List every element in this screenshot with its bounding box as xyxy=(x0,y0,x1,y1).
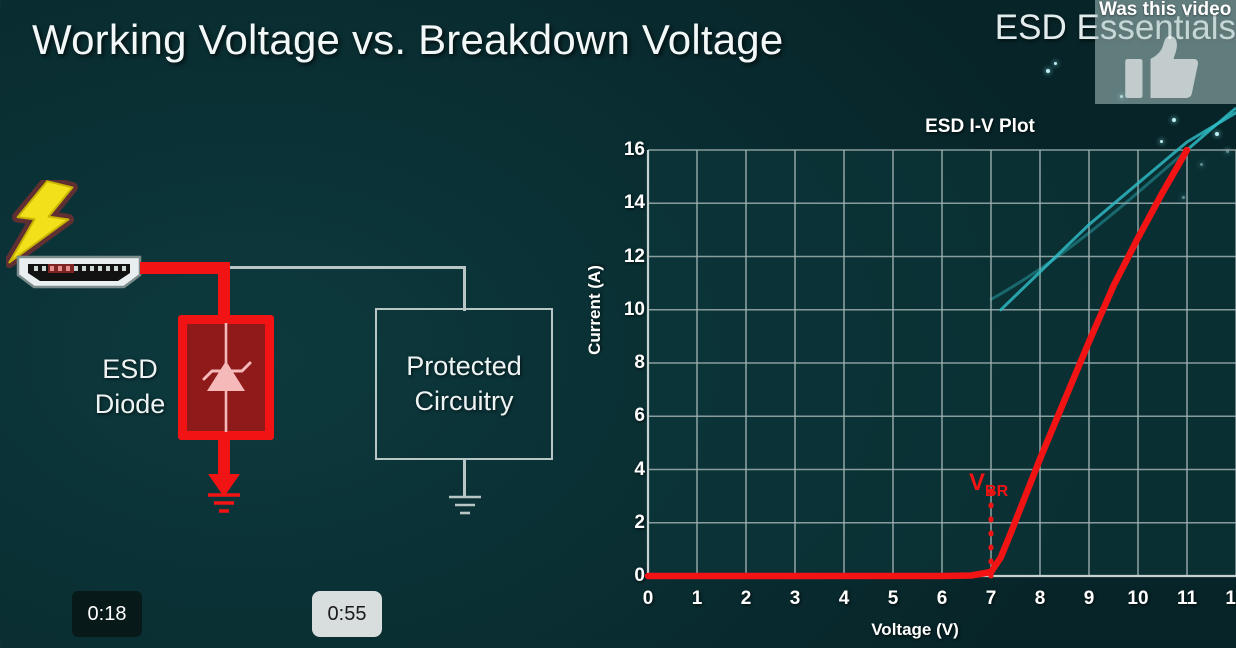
chart-ytick-label: 16 xyxy=(623,139,645,160)
signal-wire-down xyxy=(463,266,466,311)
chart-yaxis-ticks: 0 2 4 6 8 10 12 14 16 xyxy=(575,110,645,648)
chart-ytick-label: 8 xyxy=(634,352,645,373)
surge-wire-horizontal xyxy=(140,262,230,274)
chart-title: ESD I-V Plot xyxy=(925,116,1035,137)
chart-ytick-label: 10 xyxy=(623,298,645,320)
surge-arrow-icon xyxy=(208,474,240,497)
chart-xtick-label: 0 xyxy=(642,588,654,609)
chart-xaxis-ticks: 0123456789101112 xyxy=(575,588,1236,628)
chart-plot-area xyxy=(644,111,1236,580)
lightning-bolt-icon xyxy=(6,180,78,268)
hdmi-connector-icon xyxy=(16,255,142,289)
timestamp-badge-0[interactable]: 0:18 xyxy=(72,591,142,637)
timestamp-badge-1[interactable]: 0:55 xyxy=(312,591,382,637)
surge-wire-down-to-diode xyxy=(218,262,230,320)
esd-label-line1: ESD xyxy=(102,354,158,384)
chart-xtick-label: 3 xyxy=(789,588,801,609)
chart-ytick-label: 2 xyxy=(634,511,645,533)
chart-xtick-label: 9 xyxy=(1083,588,1095,609)
timestamp-label: 0:18 xyxy=(87,602,127,625)
chart-xtick-label: 5 xyxy=(887,588,899,609)
chart-ytick-label: 4 xyxy=(634,458,645,480)
esd-label-line2: Diode xyxy=(94,388,166,419)
page-title: Working Voltage vs. Breakdown Voltage xyxy=(32,16,784,63)
breakdown-voltage-annotation: VBR xyxy=(969,469,1008,501)
surge-wire-to-ground xyxy=(218,438,230,480)
chart-xtick-label: 11 xyxy=(1176,588,1198,609)
sparkle-dot xyxy=(1046,69,1050,73)
protected-circuitry-component: Protected Circuitry xyxy=(375,308,553,460)
video-survey-overlay[interactable]: Was this video xyxy=(1095,0,1236,104)
ground-symbol-icon xyxy=(449,495,481,515)
vbr-subscript: BR xyxy=(985,482,1009,500)
chart-xtick-label: 2 xyxy=(740,588,752,609)
chart-xtick-label: 12 xyxy=(1225,588,1236,609)
sparkle-dot xyxy=(1054,62,1057,65)
chart-ytick-label: 12 xyxy=(623,245,645,267)
ground-symbol-icon xyxy=(208,493,240,513)
chart-xtick-label: 1 xyxy=(691,588,703,609)
chart-xtick-label: 4 xyxy=(838,588,850,609)
circuit-diagram: ESD Diode Protected Circuitry xyxy=(0,170,600,570)
chart-xtick-label: 7 xyxy=(985,588,997,609)
thumbs-up-icon[interactable] xyxy=(1125,36,1199,98)
signal-wire-horizontal xyxy=(144,266,466,269)
chart-ytick-label: 14 xyxy=(623,192,645,214)
chart-ytick-label: 0 xyxy=(634,565,645,586)
chart-ytick-label: 6 xyxy=(634,405,645,427)
protected-label-line1: Protected xyxy=(406,351,522,382)
chart-xtick-label: 10 xyxy=(1127,588,1149,609)
chart-xtick-label: 8 xyxy=(1034,588,1046,609)
timestamp-label: 0:55 xyxy=(327,602,367,625)
esd-diode-component xyxy=(178,315,274,440)
protected-ground-wire xyxy=(463,460,466,496)
esd-diode-label: ESD Diode xyxy=(85,352,175,421)
chart-xtick-label: 6 xyxy=(936,588,948,609)
protected-label-line2: Circuitry xyxy=(414,386,514,416)
protected-circuitry-label: Protected Circuitry xyxy=(377,310,551,458)
chart-xlabel: Voltage (V) xyxy=(871,620,959,639)
vbr-symbol: V xyxy=(969,468,986,496)
survey-prompt-text: Was this video xyxy=(1099,0,1232,20)
zener-diode-icon xyxy=(202,323,252,432)
